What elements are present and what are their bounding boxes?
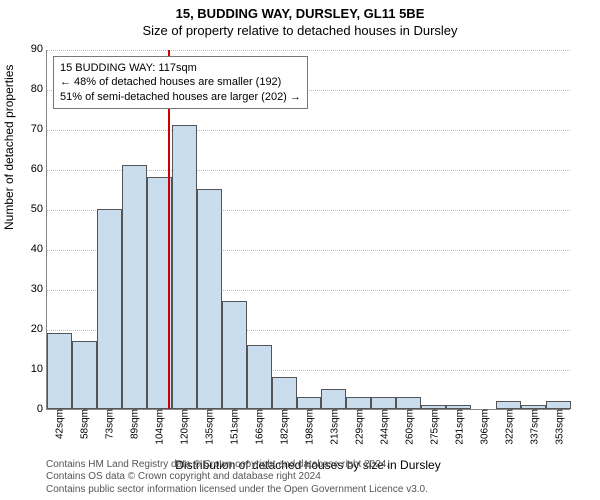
x-tick-label: 306sqm [477, 409, 490, 445]
x-tick-label: 89sqm [128, 409, 141, 439]
page-subtitle: Size of property relative to detached ho… [0, 21, 600, 38]
y-tick-label: 20 [31, 323, 47, 335]
x-tick-label: 182sqm [278, 409, 291, 445]
x-tick-label: 353sqm [552, 409, 565, 445]
histogram-bar [297, 397, 322, 409]
gridline [47, 130, 570, 131]
histogram-bar [122, 165, 147, 409]
x-tick-label: 260sqm [402, 409, 415, 445]
histogram-bar [346, 397, 371, 409]
y-tick-label: 50 [31, 203, 47, 215]
x-tick-label: 151sqm [228, 409, 241, 445]
x-tick-label: 135sqm [203, 409, 216, 445]
annotation-line: 51% of semi-detached houses are larger (… [60, 90, 301, 104]
y-axis-label: Number of detached properties [2, 65, 16, 230]
footer-line-3: Contains public sector information licen… [46, 484, 428, 497]
annotation-line: ← 48% of detached houses are smaller (19… [60, 75, 301, 89]
histogram-bar [72, 341, 97, 409]
footer-line-2: Contains OS data © Crown copyright and d… [46, 471, 428, 484]
y-tick-label: 90 [31, 43, 47, 55]
histogram-bar [247, 345, 272, 409]
histogram-bar [371, 397, 396, 409]
histogram-bar [97, 209, 122, 409]
y-tick-label: 40 [31, 243, 47, 255]
histogram-bar [272, 377, 297, 409]
footer-line-1: Contains HM Land Registry data © Crown c… [46, 459, 428, 472]
x-tick-label: 213sqm [327, 409, 340, 445]
histogram-bar [47, 333, 72, 409]
histogram-bar [197, 189, 222, 409]
x-tick-label: 42sqm [53, 409, 66, 439]
y-tick-label: 0 [37, 403, 47, 415]
x-tick-label: 58sqm [78, 409, 91, 439]
x-tick-label: 198sqm [303, 409, 316, 445]
histogram-bar [222, 301, 247, 409]
y-tick-label: 80 [31, 83, 47, 95]
histogram-chart: 010203040506070809042sqm58sqm73sqm89sqm1… [46, 50, 570, 410]
x-tick-label: 166sqm [253, 409, 266, 445]
histogram-bar [321, 389, 346, 409]
histogram-bar [396, 397, 421, 409]
x-tick-label: 244sqm [377, 409, 390, 445]
y-tick-label: 70 [31, 123, 47, 135]
footer-attribution: Contains HM Land Registry data © Crown c… [46, 459, 428, 497]
x-tick-label: 337sqm [527, 409, 540, 445]
x-tick-label: 73sqm [103, 409, 116, 439]
annotation-box: 15 BUDDING WAY: 117sqm← 48% of detached … [53, 56, 308, 109]
y-tick-label: 10 [31, 363, 47, 375]
x-tick-label: 275sqm [427, 409, 440, 445]
histogram-bar [496, 401, 521, 409]
annotation-line: 15 BUDDING WAY: 117sqm [60, 61, 301, 75]
histogram-bar [172, 125, 197, 409]
x-tick-label: 291sqm [452, 409, 465, 445]
page-title: 15, BUDDING WAY, DURSLEY, GL11 5BE [0, 0, 600, 21]
x-tick-label: 229sqm [352, 409, 365, 445]
y-tick-label: 30 [31, 283, 47, 295]
plot-area: 010203040506070809042sqm58sqm73sqm89sqm1… [46, 50, 570, 410]
histogram-bar [546, 401, 571, 409]
x-tick-label: 120sqm [178, 409, 191, 445]
gridline [47, 50, 570, 51]
x-tick-label: 322sqm [502, 409, 515, 445]
y-tick-label: 60 [31, 163, 47, 175]
x-tick-label: 104sqm [153, 409, 166, 445]
